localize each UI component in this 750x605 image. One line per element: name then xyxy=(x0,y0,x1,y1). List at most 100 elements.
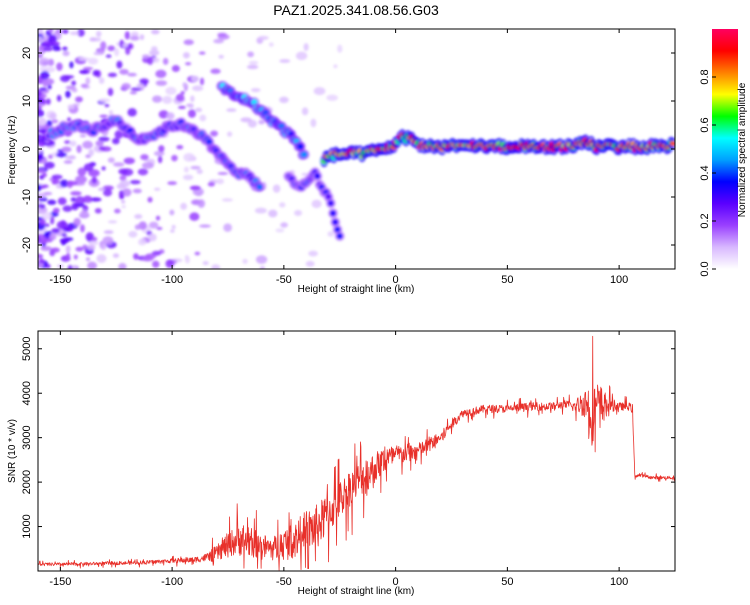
noise-blob xyxy=(165,259,175,268)
noise-blob xyxy=(60,75,70,83)
noise-blob xyxy=(153,150,165,157)
noise-blob xyxy=(107,45,116,52)
noise-blob xyxy=(151,46,158,51)
noise-blob xyxy=(280,222,289,228)
ridge-core xyxy=(670,142,675,146)
colorbar: 0.0 0.2 0.4 0.6 0.8 Normalized spectral ampl… xyxy=(699,29,748,277)
noise-blob xyxy=(167,181,177,186)
y-tick-label: 2000 xyxy=(21,470,33,494)
noise-blob xyxy=(75,96,83,103)
noise-blob xyxy=(272,184,281,193)
noise-blob xyxy=(202,261,209,266)
noise-blob xyxy=(211,264,221,269)
noise-blob xyxy=(250,88,261,93)
noise-blob xyxy=(129,35,140,41)
noise-blob xyxy=(67,265,73,269)
noise-blob xyxy=(75,175,87,184)
noise-blob xyxy=(121,204,126,209)
noise-blob xyxy=(59,237,70,244)
noise-blob xyxy=(87,261,98,269)
noise-blob xyxy=(51,228,60,234)
y-tick-label: 20 xyxy=(21,47,33,59)
noise-blob xyxy=(48,29,54,33)
noise-blob xyxy=(152,260,160,268)
noise-blob xyxy=(119,180,131,188)
noise-blob xyxy=(93,51,102,56)
noise-blob xyxy=(103,188,113,197)
noise-blob xyxy=(102,185,114,191)
ridge-early-ridge xyxy=(44,114,265,193)
noise-blob xyxy=(197,199,206,208)
noise-blob xyxy=(171,65,180,73)
noise-blob xyxy=(195,107,203,113)
noise-blob xyxy=(59,179,69,188)
noise-blob xyxy=(308,250,319,257)
noise-blob xyxy=(56,62,63,71)
snr-x-ticks: -150 -100 -50 0 50 100 xyxy=(49,331,628,588)
noise-blob xyxy=(124,31,130,40)
noise-blob xyxy=(63,160,73,164)
noise-blob xyxy=(118,190,124,199)
noise-blob xyxy=(87,57,99,65)
noise-blob xyxy=(71,88,78,93)
y-tick-label: -10 xyxy=(21,189,33,205)
noise-blob xyxy=(132,188,142,194)
noise-blob xyxy=(107,157,115,163)
noise-blob xyxy=(162,57,169,65)
noise-blob xyxy=(61,233,68,237)
x-tick-label: -150 xyxy=(49,274,71,286)
noise-blob xyxy=(81,209,88,218)
noise-blob xyxy=(44,66,56,73)
noise-blob xyxy=(301,107,309,116)
noise-blob xyxy=(248,60,259,65)
noise-blob xyxy=(38,36,44,43)
noise-blob xyxy=(162,95,173,104)
noise-blob xyxy=(190,95,195,103)
noise-blob xyxy=(151,29,160,35)
noise-blob xyxy=(207,181,216,187)
noise-blob xyxy=(136,83,145,89)
y-tick-label: 0 xyxy=(21,146,33,152)
x-tick-label: 0 xyxy=(393,274,399,286)
noise-blob xyxy=(227,131,233,137)
noise-blob xyxy=(91,236,98,242)
noise-blob xyxy=(313,87,326,96)
noise-blob xyxy=(255,255,268,264)
noise-blob xyxy=(171,154,178,162)
snr-y-ticks: 1000 2000 3000 4000 5000 xyxy=(21,337,675,539)
noise-blob xyxy=(171,224,176,230)
noise-blob xyxy=(38,89,42,98)
background-noise xyxy=(38,29,343,269)
noise-blob xyxy=(94,207,102,214)
spectrogram-y-ticks: -20 -10 0 10 20 xyxy=(21,47,675,253)
colorbar-tick-label: 0.2 xyxy=(699,213,711,228)
noise-blob xyxy=(184,256,190,264)
noise-blob xyxy=(145,253,157,259)
noise-blob xyxy=(52,44,60,52)
y-tick-label: 5000 xyxy=(21,337,33,361)
noise-blob xyxy=(175,93,185,102)
noise-blob xyxy=(105,54,112,58)
noise-blob xyxy=(254,207,267,214)
noise-blob xyxy=(76,144,82,154)
noise-blob xyxy=(47,84,52,90)
noise-blob xyxy=(75,246,84,252)
noise-blob xyxy=(112,162,125,167)
noise-blob xyxy=(101,166,106,171)
noise-blob xyxy=(149,49,160,56)
noise-blob xyxy=(43,191,53,196)
noise-blob xyxy=(112,137,120,145)
noise-blob xyxy=(97,187,106,191)
noise-blob xyxy=(165,86,177,95)
noise-blob xyxy=(80,83,88,88)
noise-blob xyxy=(38,236,41,245)
noise-blob xyxy=(88,148,94,157)
colorbar-tick-label: 0.4 xyxy=(699,165,711,180)
snr-x-label: Height of straight line (km) xyxy=(298,586,415,597)
noise-blob xyxy=(62,226,74,232)
noise-blob xyxy=(107,72,118,78)
noise-blob xyxy=(62,50,70,57)
noise-blob xyxy=(210,68,221,74)
noise-blob xyxy=(77,29,85,37)
noise-blob xyxy=(125,46,131,55)
